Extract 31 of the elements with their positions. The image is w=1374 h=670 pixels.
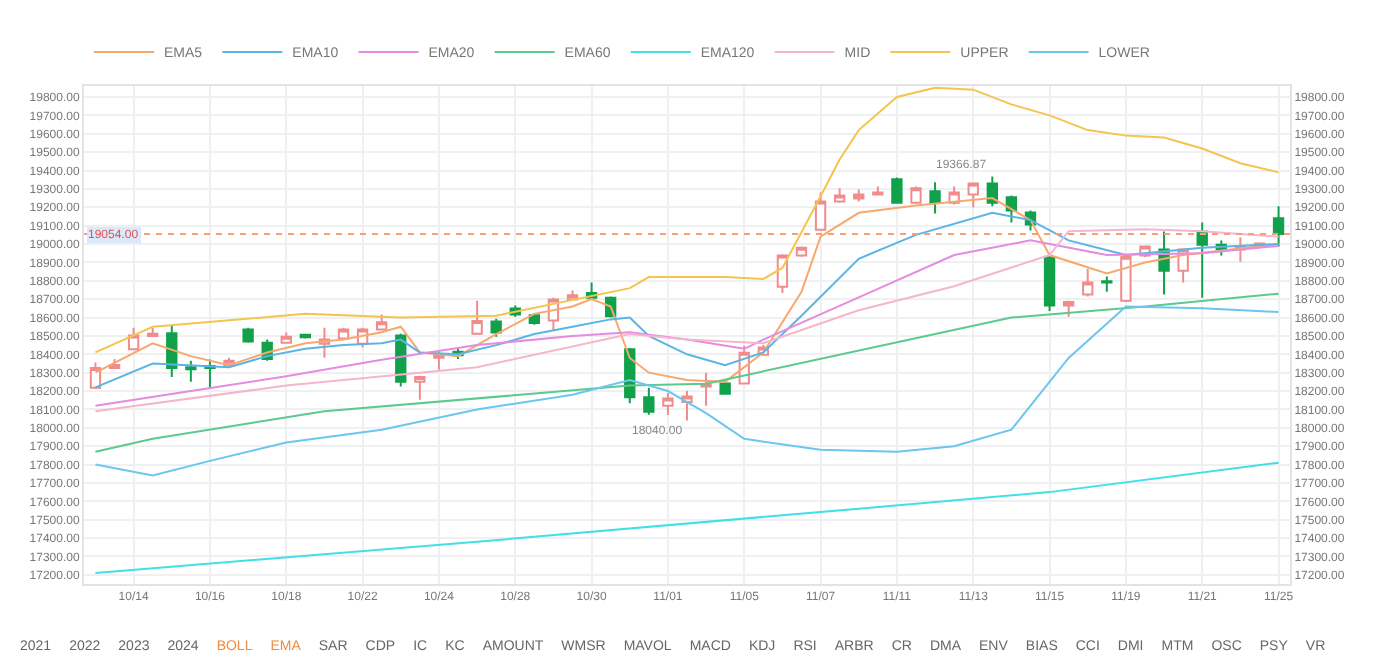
- candlestick: [204, 358, 216, 389]
- candlestick: [471, 299, 483, 335]
- candlestick: [643, 386, 655, 416]
- candlestick: [1196, 221, 1208, 299]
- candlestick: [719, 380, 731, 396]
- line-series: [94, 461, 1280, 574]
- candlestick: [1082, 267, 1094, 298]
- candlestick: [795, 245, 808, 258]
- candlestick: [1062, 299, 1075, 318]
- candlestick: [376, 313, 388, 331]
- candlestick: [929, 181, 941, 215]
- candlestick: [1101, 275, 1113, 293]
- candlestick: [833, 187, 846, 204]
- line-series: [94, 305, 1280, 477]
- candlestick: [414, 374, 426, 401]
- candlestick: [662, 391, 674, 416]
- candlestick: [185, 359, 197, 383]
- candlestick: [853, 188, 865, 203]
- candlestick: [1272, 205, 1285, 248]
- candlestick: [280, 331, 292, 344]
- candlestick: [967, 182, 979, 209]
- candlestick: [1120, 254, 1132, 303]
- candlestick: [814, 191, 827, 231]
- candlestick: [433, 350, 445, 371]
- candlestick: [700, 371, 712, 407]
- candlestick: [1043, 254, 1056, 312]
- candlestick: [891, 176, 903, 204]
- line-series: [94, 292, 1280, 453]
- candlestick: [242, 326, 254, 344]
- candlestick: [910, 185, 922, 204]
- candlestick: [681, 390, 693, 422]
